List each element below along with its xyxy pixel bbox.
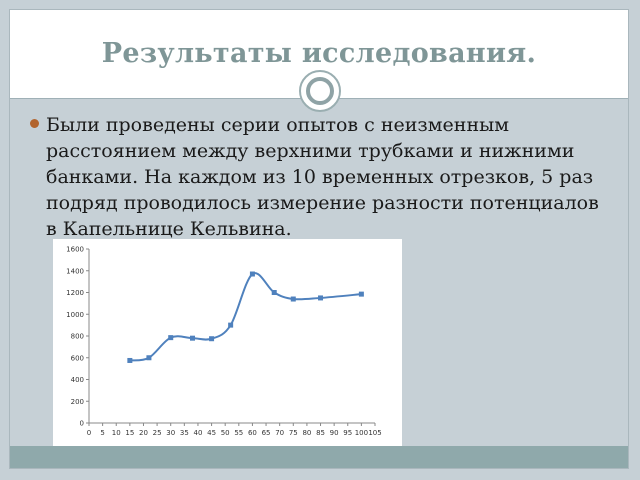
x-tick-label: 20 [139, 429, 148, 437]
footer-bar [10, 446, 628, 468]
x-tick-label: 5 [100, 429, 104, 437]
data-point [358, 291, 364, 297]
x-tick-label: 100 [355, 429, 368, 437]
x-tick-label: 15 [125, 429, 134, 437]
x-tick-label: 70 [275, 429, 284, 437]
y-tick-label: 200 [71, 398, 84, 406]
x-tick-label: 25 [153, 429, 162, 437]
x-tick-label: 35 [180, 429, 189, 437]
y-tick-label: 400 [71, 376, 84, 384]
data-point [318, 295, 324, 301]
x-tick-label: 10 [112, 429, 121, 437]
x-tick-label: 45 [207, 429, 216, 437]
x-tick-label: 95 [343, 429, 352, 437]
x-tick-label: 75 [289, 429, 298, 437]
x-tick-label: 60 [248, 429, 257, 437]
x-tick-label: 105 [368, 429, 381, 437]
y-tick-label: 1200 [66, 289, 84, 297]
bullet-text: Были проведены серии опытов с неизменным… [46, 114, 599, 240]
x-tick-label: 55 [234, 429, 243, 437]
x-tick-label: 90 [330, 429, 339, 437]
y-tick-label: 1400 [66, 267, 84, 275]
x-tick-label: 40 [193, 429, 202, 437]
data-point [249, 271, 255, 277]
data-point [190, 335, 196, 341]
x-tick-label: 65 [262, 429, 271, 437]
circle-ornament-icon [299, 70, 341, 112]
y-tick-label: 0 [80, 420, 84, 428]
slide-title: Результаты исследования. [101, 38, 537, 69]
bullet-icon [30, 119, 39, 128]
y-tick-label: 800 [71, 333, 84, 341]
y-tick-label: 1600 [66, 246, 84, 254]
data-point [146, 355, 152, 361]
slide-frame [9, 9, 629, 469]
data-point [290, 296, 296, 302]
y-tick-label: 1000 [66, 311, 84, 319]
data-point [209, 336, 215, 342]
data-point [271, 290, 277, 295]
x-tick-label: 0 [87, 429, 91, 437]
x-tick-label: 50 [221, 429, 230, 437]
series-line [129, 272, 362, 362]
data-point [168, 335, 174, 341]
data-point [228, 322, 234, 328]
x-tick-label: 30 [166, 429, 175, 437]
x-tick-label: 85 [316, 429, 325, 437]
x-tick-label: 80 [302, 429, 311, 437]
chart-container: 0 200 400 600 800 1000 1200 1400 1600 0 5 10 15 20 25 3… [53, 239, 402, 451]
y-tick-label: 600 [71, 354, 84, 362]
line-chart: 0 200 400 600 800 1000 1200 1400 1600 0 5 10 15 20 25 3… [66, 246, 382, 438]
data-point [127, 357, 133, 363]
slide-content: Были проведены серии опытов с неизменным… [30, 112, 610, 242]
